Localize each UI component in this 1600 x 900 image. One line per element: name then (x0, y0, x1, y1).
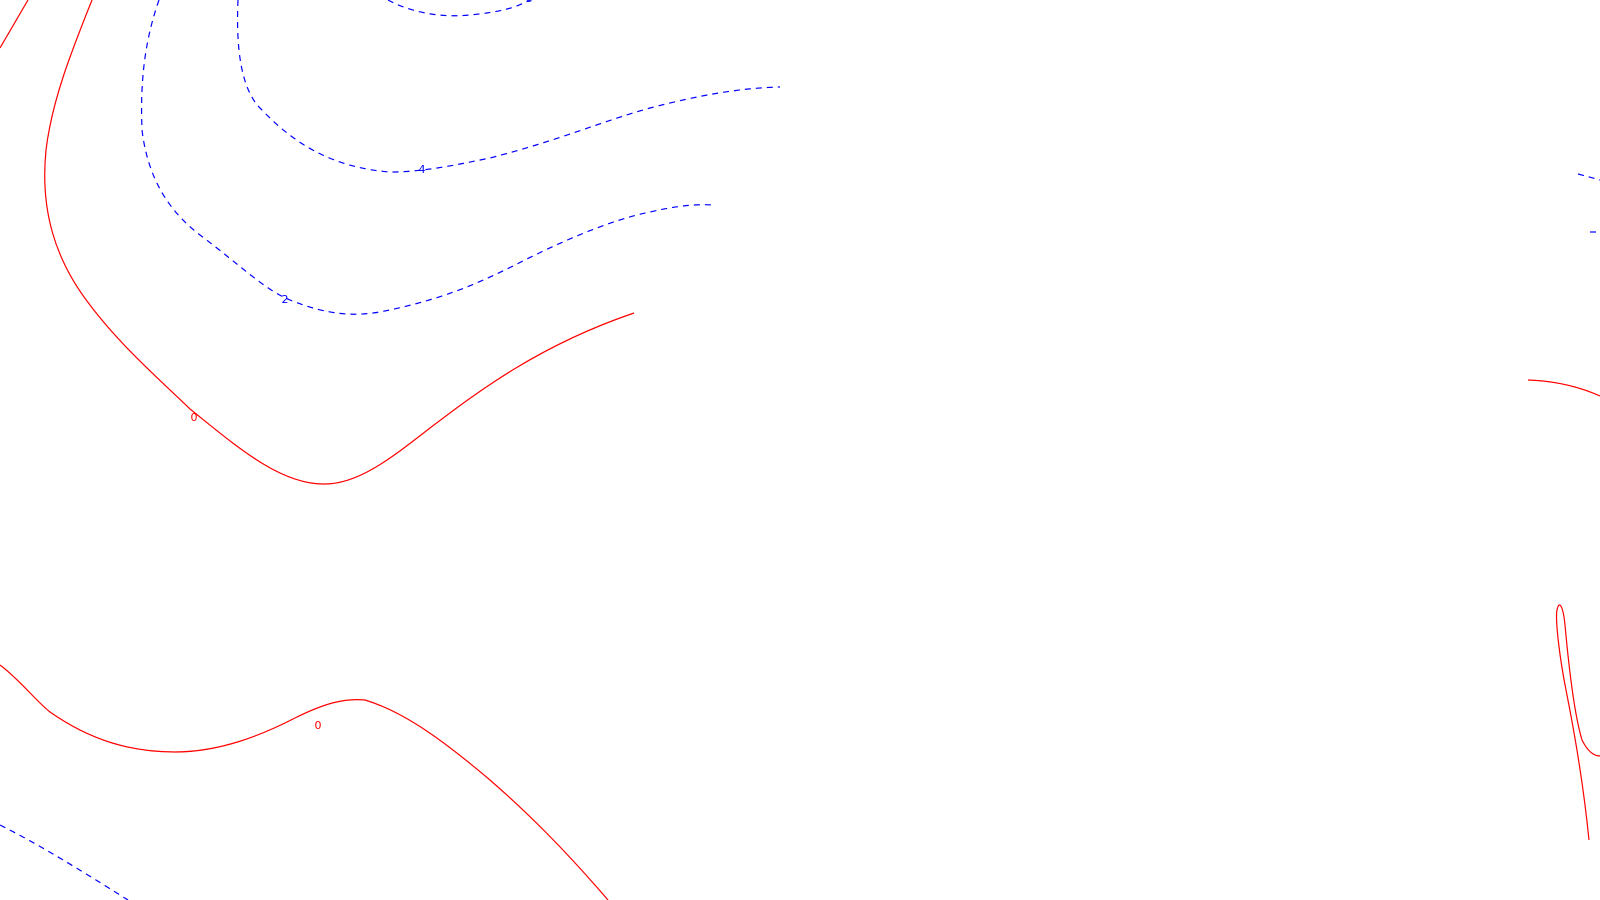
contour-negative-2 (140, 0, 713, 315)
contour-label-negative-6: 6 (526, 0, 533, 5)
contour-label-negative-2: 2 (282, 293, 289, 306)
contour-zero-upper (44, 0, 635, 485)
contour-zero-upper-left-corner (0, 0, 29, 49)
contour-zero-right-edge (1527, 379, 1600, 397)
contour-negative-6 (387, 0, 531, 17)
contour-negative-4 (236, 0, 781, 173)
contour-zero-right-closed (1555, 604, 1600, 841)
contour-negative-lower-left (0, 824, 129, 900)
contour-label-zero-lower: 0 (315, 719, 322, 732)
contour-negative-right-1 (1577, 173, 1600, 181)
contour-label-zero-upper: 0 (191, 411, 198, 424)
contour-zero-lower (0, 664, 609, 900)
contour-label-negative-4: 4 (419, 163, 426, 176)
